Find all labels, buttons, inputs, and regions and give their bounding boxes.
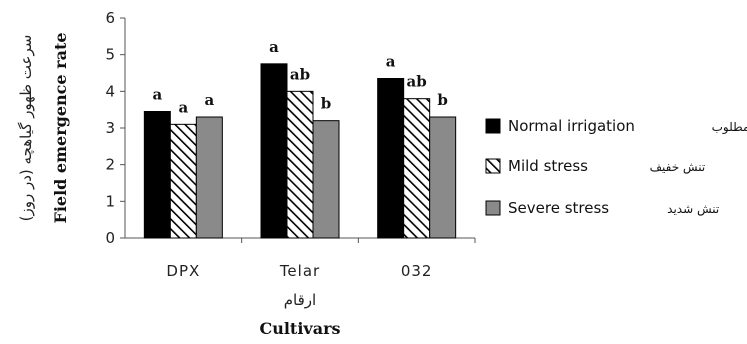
bar	[169, 123, 197, 239]
legend-swatch	[485, 118, 501, 134]
legend-label: Mild stress	[508, 157, 588, 175]
bar	[195, 116, 223, 239]
x-axis-label: Cultivars	[259, 319, 340, 338]
x-tick-label: Telar	[279, 262, 320, 280]
y-tick-label: 0	[105, 229, 115, 247]
significance-letter: a	[152, 86, 162, 104]
significance-letter: ab	[407, 73, 427, 91]
significance-letter: ab	[290, 65, 310, 83]
bar	[377, 78, 405, 239]
y-axis-label: Field emergence rate	[51, 32, 70, 223]
bar	[403, 98, 431, 239]
legend-label: Normal irrigation	[508, 117, 635, 135]
bar-series	[143, 63, 457, 239]
y-tick-label: 3	[105, 119, 115, 137]
x-tick-label: 032	[401, 262, 433, 280]
y-tick-label: 6	[105, 9, 115, 27]
legend-swatch	[485, 200, 501, 216]
legend-label-fa: آبیاری مطلوب	[712, 119, 747, 135]
y-axis-label-fa: سرعت ظهور گیاهچه (در روز)	[17, 35, 35, 222]
x-tick-labels: DPX Telar 032	[166, 238, 476, 280]
x-axis-label-fa: ارقام	[284, 291, 316, 309]
significance-letter: a	[178, 98, 188, 116]
legend-label-fa: تنش شدید	[667, 202, 719, 217]
significance-letter: a	[386, 53, 396, 71]
bar	[143, 111, 171, 239]
legend-label-fa: تنش خفیف	[650, 160, 706, 175]
y-tick-label: 1	[105, 192, 115, 210]
significance-letter: a	[269, 38, 279, 56]
legend: Normal irrigation آبیاری مطلوب Mild stress…	[485, 117, 747, 217]
x-tick-label: DPX	[166, 262, 200, 280]
bar	[429, 116, 457, 239]
bar	[286, 90, 314, 239]
legend-swatch	[485, 158, 501, 174]
y-tick-label: 4	[105, 82, 115, 100]
y-tick-labels: 0 1 2 3 4 5 6	[105, 9, 125, 247]
significance-letter: b	[437, 91, 448, 109]
bar	[260, 63, 288, 239]
legend-label: Severe stress	[508, 199, 609, 217]
y-tick-label: 2	[105, 156, 115, 174]
bar	[312, 120, 340, 239]
y-tick-label: 5	[105, 46, 115, 64]
significance-letter: b	[321, 95, 332, 113]
significance-letter: a	[204, 91, 214, 109]
